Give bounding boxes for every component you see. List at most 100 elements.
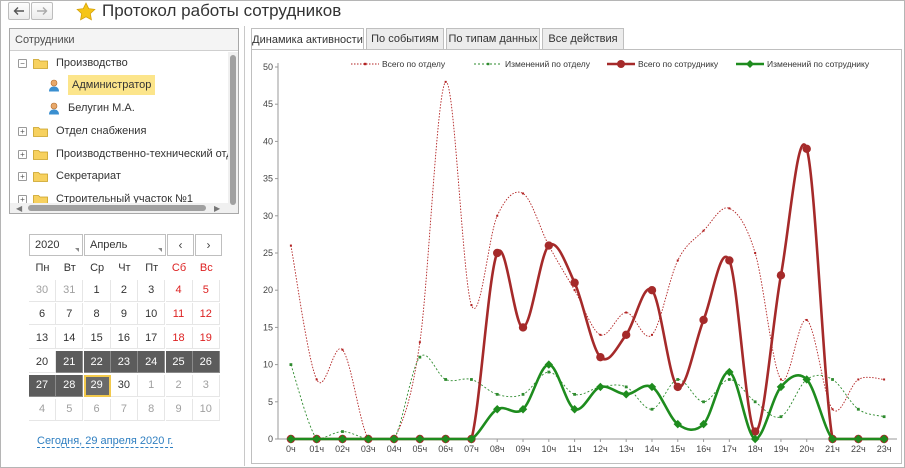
tree-item-folder[interactable]: + Строительный участок №1: [18, 189, 193, 209]
calendar-day[interactable]: 13: [29, 327, 56, 350]
back-button[interactable]: [8, 2, 30, 20]
calendar-day[interactable]: 3: [138, 279, 166, 302]
calendar-day[interactable]: 9: [165, 398, 193, 421]
scroll-right-icon[interactable]: ▶: [214, 204, 221, 213]
calendar-day[interactable]: 17: [138, 327, 166, 350]
series-1: [289, 80, 886, 440]
scroll-left-icon[interactable]: ◀: [16, 204, 23, 213]
y-tick-label: 40: [263, 136, 273, 146]
year-select[interactable]: 2020: [29, 234, 83, 256]
calendar-day[interactable]: 14: [56, 327, 84, 350]
employees-panel: Сотрудники − Производство Администратор Бел…: [9, 28, 239, 214]
prev-month-button[interactable]: ‹: [167, 234, 194, 256]
data-point: [418, 341, 421, 344]
data-point: [441, 434, 450, 444]
calendar-day[interactable]: 26: [192, 351, 220, 373]
calendar-day[interactable]: 1: [83, 279, 111, 302]
calendar-day[interactable]: 24: [138, 351, 166, 373]
data-point: [647, 286, 657, 295]
calendar-day[interactable]: 20: [29, 351, 56, 373]
calendar-day[interactable]: 16: [110, 327, 138, 350]
star-icon[interactable]: [76, 2, 96, 21]
today-link[interactable]: Сегодня, 29 апреля 2020 г.: [37, 435, 174, 448]
tree-item-folder[interactable]: + Отдел снабжения: [18, 121, 146, 141]
series-4: [286, 360, 889, 444]
calendar-day[interactable]: 11: [165, 303, 193, 326]
calendar-day[interactable]: 15: [83, 327, 111, 350]
calendar-day[interactable]: 5: [192, 279, 220, 302]
calendar-day[interactable]: 31: [56, 279, 84, 302]
calendar-day[interactable]: 4: [29, 398, 56, 421]
calendar-day[interactable]: 7: [56, 303, 84, 326]
calendar-day-today[interactable]: 29: [83, 374, 111, 397]
data-point: [702, 400, 705, 404]
tab-4[interactable]: Все действия: [542, 28, 624, 49]
calendar-day[interactable]: 2: [165, 374, 193, 397]
calendar-day[interactable]: 25: [165, 351, 193, 373]
horizontal-scrollbar[interactable]: ◀ ▶: [10, 203, 230, 213]
calendar-day[interactable]: 7: [110, 398, 138, 421]
weekday-header: Пт: [145, 262, 159, 274]
tab-3[interactable]: По типам данных: [446, 28, 540, 49]
data-point: [415, 434, 425, 444]
calendar-day[interactable]: 8: [83, 303, 111, 326]
forward-button[interactable]: [31, 2, 53, 20]
calendar-day[interactable]: 28: [56, 374, 84, 397]
vertical-scrollbar[interactable]: [228, 52, 238, 213]
expand-icon[interactable]: +: [18, 171, 27, 181]
calendar-day[interactable]: 2: [110, 279, 138, 302]
legend-item: Изменений по отделу: [474, 59, 591, 69]
calendar-day[interactable]: 1: [138, 374, 166, 397]
tree-item-folder[interactable]: + Секретариат: [18, 166, 121, 186]
calendar-day[interactable]: 10: [138, 303, 166, 326]
calendar-day[interactable]: 6: [83, 398, 111, 421]
chart-svg: 0 5 10 15 20 25 30 35 40 45 50 0ч 01ч 02ч 03ч 04ч 05ч 06ч…: [263, 59, 897, 454]
legend-marker: [746, 60, 754, 68]
tree-item-user[interactable]: Администратор: [48, 75, 156, 95]
calendar-day[interactable]: 22: [83, 351, 111, 373]
calendar-day[interactable]: 23: [110, 351, 138, 373]
tree-item-folder[interactable]: + Производственно-технический отдел: [18, 144, 238, 164]
x-tick-label: 20ч: [799, 444, 814, 454]
month-select[interactable]: Апрель: [84, 234, 166, 256]
data-point: [467, 434, 476, 444]
data-point: [621, 390, 631, 399]
calendar-day[interactable]: 19: [192, 327, 220, 350]
calendar-day[interactable]: 21: [56, 351, 84, 373]
y-tick-label: 35: [263, 174, 273, 184]
calendar-day[interactable]: 9: [110, 303, 138, 326]
data-point: [418, 355, 422, 359]
tree-item-label: Строительный участок №1: [56, 193, 194, 205]
data-point: [495, 392, 499, 396]
data-point: [805, 318, 808, 321]
scroll-thumb[interactable]: [230, 55, 236, 205]
tab-2[interactable]: По событиям: [366, 28, 444, 49]
calendar-day[interactable]: 3: [192, 374, 220, 397]
y-tick-label: 45: [263, 99, 273, 109]
series-line: [290, 143, 885, 441]
calendar-day[interactable]: 8: [138, 398, 166, 421]
tree-item-folder[interactable]: − Производство: [18, 53, 128, 73]
data-point: [289, 363, 293, 366]
calendar-day[interactable]: 27: [29, 374, 56, 397]
calendar-day[interactable]: 4: [165, 279, 193, 302]
calendar-day[interactable]: 6: [29, 303, 56, 326]
calendar-day[interactable]: 18: [165, 327, 193, 350]
next-month-button[interactable]: ›: [195, 234, 222, 256]
calendar-day[interactable]: 30: [110, 374, 138, 397]
data-point: [338, 434, 347, 444]
calendar-day[interactable]: 5: [56, 398, 84, 421]
expand-icon[interactable]: +: [18, 149, 27, 159]
expand-icon[interactable]: +: [18, 126, 27, 136]
back-arrow-icon: [13, 7, 24, 15]
legend-marker: [364, 62, 367, 66]
tree-item-user[interactable]: Белугин М.А.: [48, 98, 135, 118]
data-point: [389, 434, 399, 444]
calendar-day[interactable]: 30: [29, 279, 56, 302]
scroll-thumb[interactable]: [28, 205, 206, 211]
tab-1[interactable]: Динамика активности: [251, 28, 364, 50]
collapse-icon[interactable]: −: [18, 58, 27, 68]
calendar-day[interactable]: 12: [192, 303, 220, 326]
calendar-day[interactable]: 10: [192, 398, 220, 421]
employees-header: Сотрудники: [10, 29, 238, 51]
